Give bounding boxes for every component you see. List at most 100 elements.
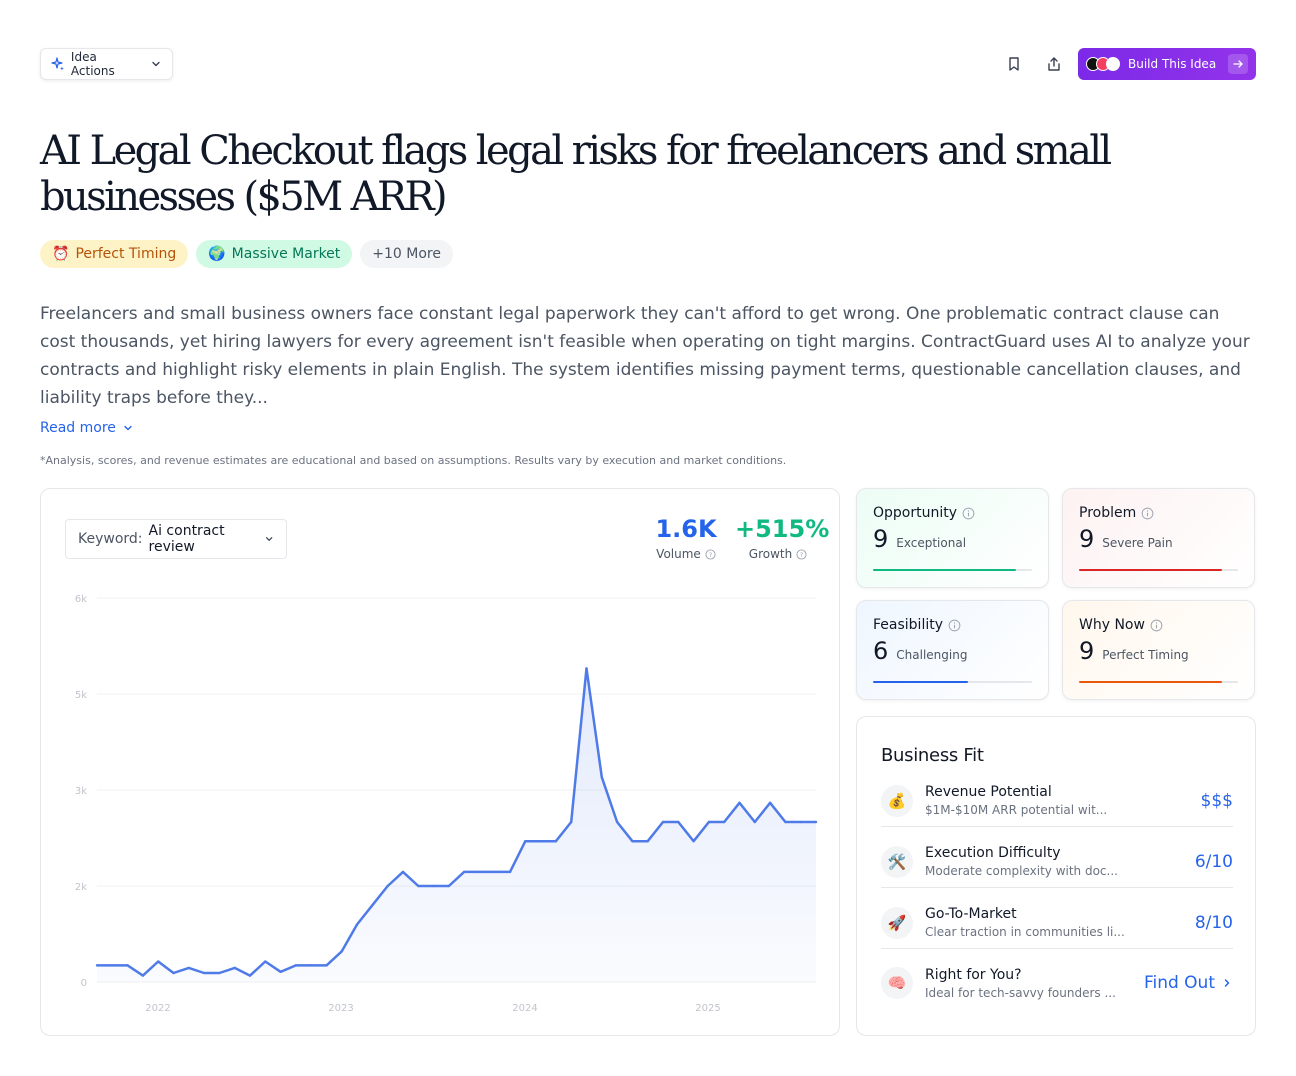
fit-row-right-for-you[interactable]: 🧠 Right for You? Ideal for tech-savvy fo… <box>881 957 1233 1009</box>
help-icon[interactable]: ? <box>705 548 716 560</box>
score-desc: Perfect Timing <box>1102 648 1189 662</box>
score-desc: Exceptional <box>896 536 967 550</box>
data-point <box>784 820 787 824</box>
tag-label: Massive Market <box>231 246 341 262</box>
find-out-link[interactable]: Find Out <box>1144 973 1233 993</box>
data-point <box>692 840 695 843</box>
score-card-problem[interactable]: Problem 9 Severe Pain <box>1062 488 1255 588</box>
data-point <box>95 964 99 967</box>
y-tick-label: 6k <box>75 594 87 605</box>
chart-area <box>97 668 816 982</box>
score-value: 9 <box>1079 637 1095 665</box>
data-point <box>126 964 129 967</box>
read-more-label: Read more <box>40 420 116 436</box>
score-bar <box>873 569 1017 571</box>
fit-row-value: 6/10 <box>1194 851 1233 872</box>
more-tags-button[interactable]: +10 More <box>360 240 453 268</box>
fit-row-desc: $1M-$10M ARR potential wit... <box>925 803 1108 817</box>
data-point <box>539 840 542 843</box>
data-point <box>524 840 527 843</box>
score-card-opportunity[interactable]: Opportunity 9 Exceptional <box>856 488 1049 588</box>
read-more-link[interactable]: Read more <box>40 420 134 436</box>
data-point <box>386 884 389 888</box>
idea-description: Freelancers and small business owners fa… <box>40 304 1250 408</box>
data-point <box>156 960 160 963</box>
score-track <box>873 569 1032 571</box>
score-label: Feasibility <box>873 617 943 633</box>
score-track <box>1079 681 1238 683</box>
y-tick-label: 3k <box>75 786 87 797</box>
fit-row-revenue-potential[interactable]: 💰 Revenue Potential $1M-$10M ARR potenti… <box>881 775 1233 827</box>
fit-row-value: $$$ <box>1200 790 1233 811</box>
help-icon[interactable]: ? <box>796 548 807 560</box>
score-card-feasibility[interactable]: Feasibility 6 Challenging <box>856 600 1049 700</box>
chevron-down-icon <box>152 61 160 67</box>
build-this-idea-button[interactable]: Build This Idea <box>1078 48 1256 80</box>
data-point <box>340 950 343 953</box>
score-track <box>873 681 1032 683</box>
info-icon[interactable] <box>1141 507 1154 520</box>
svg-text:?: ? <box>800 550 803 558</box>
data-point <box>202 971 206 975</box>
info-icon[interactable] <box>948 619 961 632</box>
fit-row-go-to-market[interactable]: 🚀 Go-To-Market Clear traction in communi… <box>881 897 1233 949</box>
data-point <box>631 840 634 843</box>
data-point <box>554 840 558 843</box>
bookmark-button[interactable] <box>1002 52 1026 76</box>
tag-list: ⏰ Perfect Timing 🌍 Massive Market +10 Mo… <box>40 240 453 268</box>
tool-avatars <box>1086 57 1120 71</box>
data-point <box>248 974 252 977</box>
data-point <box>218 971 221 975</box>
business-fit-card: Business Fit 💰 Revenue Potential $1M-$10… <box>856 716 1256 1036</box>
share-button[interactable] <box>1042 52 1066 76</box>
find-out-label: Find Out <box>1143 973 1215 993</box>
fit-row-name: Right for You? <box>925 966 1022 983</box>
data-point <box>493 870 496 874</box>
fit-row-desc: Clear traction in communities li... <box>925 925 1125 939</box>
data-point <box>677 820 680 824</box>
fit-row-execution-difficulty[interactable]: 🛠️ Execution Difficulty Moderate complex… <box>881 836 1233 888</box>
data-point <box>111 964 114 967</box>
tag-massive-market[interactable]: 🌍 Massive Market <box>196 240 353 268</box>
x-tick-label: 2023 <box>328 1003 353 1014</box>
score-bar <box>873 681 969 683</box>
y-tick-label: 5k <box>75 690 87 701</box>
data-point <box>309 964 313 967</box>
growth-label: Growth <box>748 547 793 561</box>
alarm-clock-icon: ⏰ <box>52 246 70 262</box>
score-value: 6 <box>873 637 889 665</box>
score-card-why-now[interactable]: Why Now 9 Perfect Timing <box>1062 600 1255 700</box>
globe-icon: 🌍 <box>208 246 226 262</box>
keyword-label: Keyword: <box>78 531 143 547</box>
info-icon[interactable] <box>1150 619 1163 632</box>
fit-row-value: 8/10 <box>1194 912 1233 933</box>
fit-row-desc: Moderate complexity with doc... <box>925 864 1118 878</box>
score-track <box>1079 569 1238 571</box>
volume-stat: 1.6K Volume ? <box>653 515 719 561</box>
data-point <box>661 820 665 824</box>
data-point <box>738 801 741 804</box>
chevron-down-icon <box>124 425 132 431</box>
data-point <box>570 820 573 824</box>
fit-row-name: Revenue Potential <box>925 784 1052 800</box>
idea-actions-dropdown[interactable]: Idea Actions <box>40 48 173 80</box>
data-point <box>508 870 512 874</box>
data-point <box>432 884 435 888</box>
keyword-value: Ai contract review <box>148 523 225 555</box>
share-icon <box>1048 57 1060 71</box>
fit-row-name: Execution Difficulty <box>925 845 1061 861</box>
keyword-select[interactable]: Keyword: Ai contract review <box>65 519 287 559</box>
data-point <box>753 820 757 824</box>
volume-label: Volume <box>656 547 701 561</box>
tag-perfect-timing[interactable]: ⏰ Perfect Timing <box>40 240 189 268</box>
trend-chart: 6k 5k 3k 2k 0 2022 2023 2024 2025 <box>75 594 818 1014</box>
score-label: Opportunity <box>873 505 958 521</box>
data-point <box>417 884 420 888</box>
build-label: Build This Idea <box>1128 57 1217 71</box>
data-point <box>325 964 328 967</box>
score-desc: Severe Pain <box>1102 536 1173 550</box>
data-point <box>814 820 818 824</box>
data-point <box>264 960 267 963</box>
info-icon[interactable] <box>962 507 975 520</box>
score-bar <box>1079 681 1223 683</box>
